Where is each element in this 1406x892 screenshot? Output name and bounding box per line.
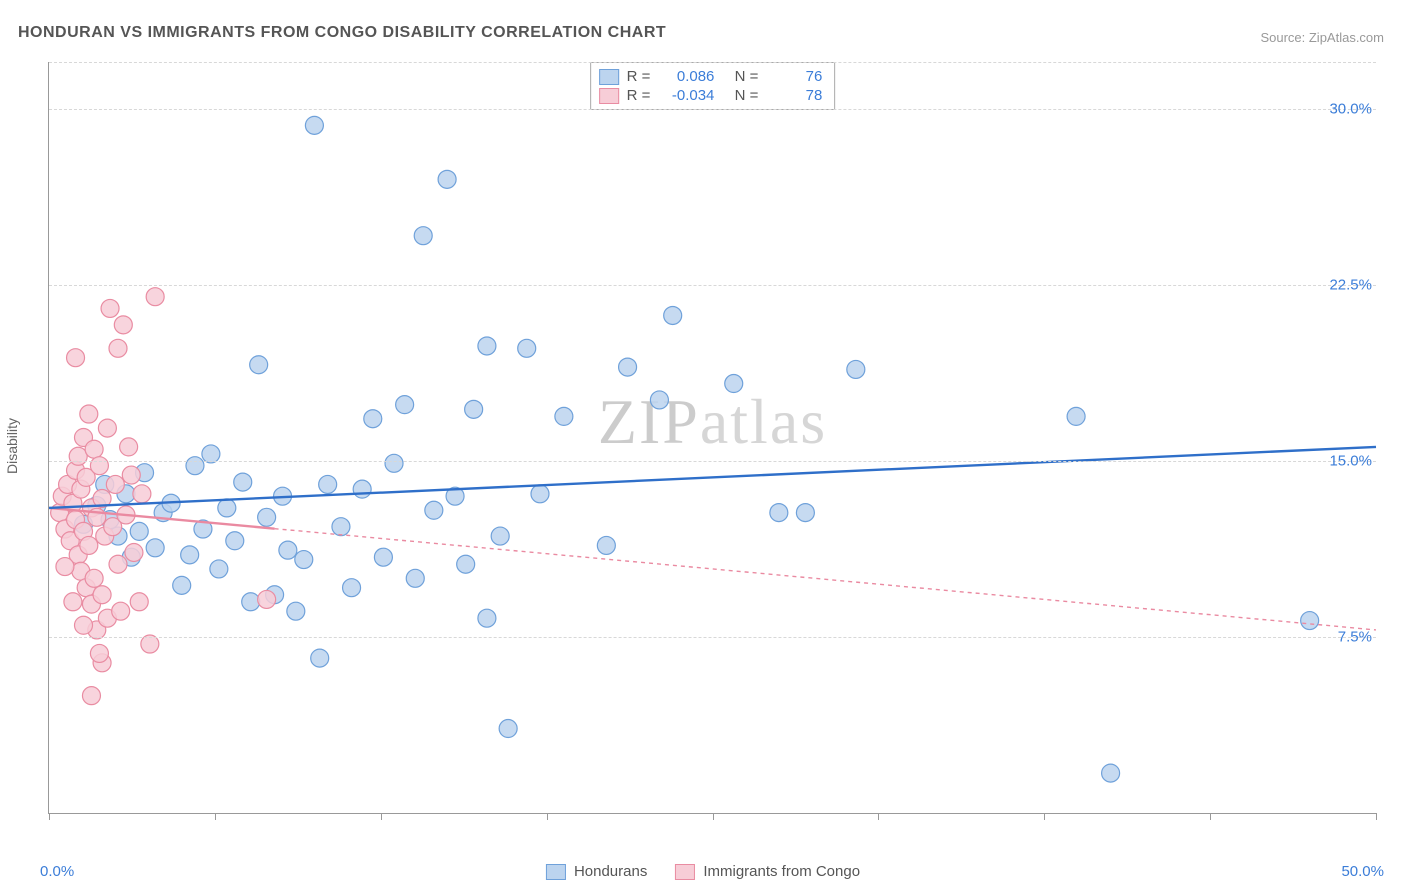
swatch-series-1 xyxy=(599,69,619,85)
legend-swatch-1 xyxy=(546,864,566,880)
gridline xyxy=(49,285,1376,286)
x-tick-mark xyxy=(1210,813,1211,820)
legend-item-2: Immigrants from Congo xyxy=(675,863,860,880)
gridline xyxy=(49,62,1376,63)
stats-row-1: R = 0.086 N = 76 xyxy=(599,67,823,86)
x-tick-mark xyxy=(713,813,714,820)
x-tick-mark xyxy=(215,813,216,820)
y-tick-label: 15.0% xyxy=(1329,452,1380,469)
stat-R-label-1: R = xyxy=(627,68,651,85)
bottom-legend: Hondurans Immigrants from Congo xyxy=(546,863,860,880)
x-tick-mark xyxy=(547,813,548,820)
stat-R-label-2: R = xyxy=(627,87,651,104)
stat-R-val-2: -0.034 xyxy=(658,87,714,104)
legend-swatch-2 xyxy=(675,864,695,880)
stat-N-val-2: 78 xyxy=(766,87,822,104)
swatch-series-2 xyxy=(599,88,619,104)
x-tick-mark xyxy=(878,813,879,820)
y-tick-label: 22.5% xyxy=(1329,276,1380,293)
legend-item-1: Hondurans xyxy=(546,863,647,880)
y-axis-title: Disability xyxy=(4,418,20,474)
legend-label-2: Immigrants from Congo xyxy=(703,863,860,880)
source-attr: Source: ZipAtlas.com xyxy=(1260,30,1384,45)
stat-N-val-1: 76 xyxy=(766,68,822,85)
stats-legend-box: R = 0.086 N = 76 R = -0.034 N = 78 xyxy=(590,62,836,110)
source-link[interactable]: ZipAtlas.com xyxy=(1309,30,1384,45)
stat-R-val-1: 0.086 xyxy=(658,68,714,85)
chart-title: HONDURAN VS IMMIGRANTS FROM CONGO DISABI… xyxy=(18,24,666,42)
x-tick-mark xyxy=(1376,813,1377,820)
y-tick-label: 7.5% xyxy=(1338,628,1380,645)
x-tick-mark xyxy=(49,813,50,820)
x-tick-mark xyxy=(381,813,382,820)
source-prefix: Source: xyxy=(1260,30,1308,45)
x-tick-mark xyxy=(1044,813,1045,820)
stat-N-label-1: N = xyxy=(735,68,759,85)
y-tick-label: 30.0% xyxy=(1329,100,1380,117)
gridline xyxy=(49,461,1376,462)
x-axis-min-label: 0.0% xyxy=(40,863,74,880)
gridline xyxy=(49,637,1376,638)
stats-row-2: R = -0.034 N = 78 xyxy=(599,86,823,105)
stat-N-label-2: N = xyxy=(735,87,759,104)
gridline xyxy=(49,109,1376,110)
x-axis-max-label: 50.0% xyxy=(1341,863,1384,880)
chart-container: HONDURAN VS IMMIGRANTS FROM CONGO DISABI… xyxy=(0,0,1406,892)
plot-area: ZIPatlas R = 0.086 N = 76 R = -0.034 N =… xyxy=(48,62,1376,814)
plot-svg xyxy=(49,62,1376,813)
legend-label-1: Hondurans xyxy=(574,863,647,880)
